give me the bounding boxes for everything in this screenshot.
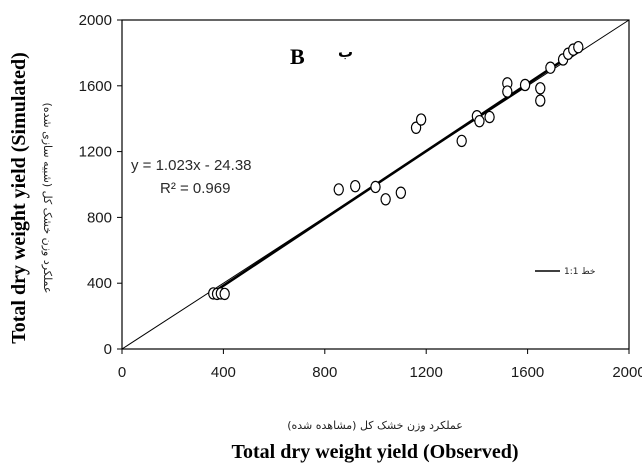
x-tick-label: 1200 bbox=[410, 364, 443, 381]
data-point bbox=[381, 194, 390, 205]
data-point bbox=[520, 79, 529, 90]
data-point bbox=[457, 135, 466, 146]
y-axis-ticks: 0 400 800 1200 1600 2000 bbox=[79, 12, 122, 358]
data-point bbox=[503, 86, 512, 97]
x-tick-label: 400 bbox=[211, 364, 236, 381]
y-axis-title: Total dry weight yield (Simulated) bbox=[8, 52, 30, 344]
panel-label-fa: ب bbox=[338, 43, 353, 61]
x-tick-label: 1600 bbox=[511, 364, 544, 381]
data-point bbox=[334, 184, 343, 195]
x-axis-title: Total dry weight yield (Observed) bbox=[231, 441, 518, 463]
data-point bbox=[574, 42, 583, 53]
y-tick-label: 800 bbox=[87, 209, 112, 226]
x-tick-label: 800 bbox=[312, 364, 337, 381]
y-tick-label: 0 bbox=[104, 341, 112, 358]
panel-label: B bbox=[290, 44, 305, 69]
data-point bbox=[371, 181, 380, 192]
x-tick-label: 2000 bbox=[612, 364, 642, 381]
data-point bbox=[536, 95, 545, 106]
x-axis-ticks: 0 400 800 1200 1600 2000 bbox=[118, 349, 642, 381]
legend-label: خط 1:1 bbox=[564, 267, 595, 277]
data-point bbox=[475, 116, 484, 127]
data-point bbox=[396, 187, 405, 198]
data-point bbox=[536, 83, 545, 94]
data-point bbox=[546, 62, 555, 73]
x-axis-title-fa: عملکرد وزن خشک کل (مشاهده شده) bbox=[287, 419, 463, 432]
y-tick-label: 400 bbox=[87, 275, 112, 292]
y-axis-title-fa: عملکرد وزن خشک کل (شبیه سازی شده) bbox=[41, 103, 54, 294]
data-point bbox=[485, 111, 494, 122]
regression-r2: R² = 0.969 bbox=[160, 180, 230, 197]
x-tick-label: 0 bbox=[118, 364, 126, 381]
y-tick-label: 1600 bbox=[79, 78, 112, 95]
y-tick-label: 2000 bbox=[79, 12, 112, 29]
data-point bbox=[417, 114, 426, 125]
data-point bbox=[220, 288, 229, 299]
regression-equation: y = 1.023x - 24.38 bbox=[131, 157, 252, 174]
data-point bbox=[351, 181, 360, 192]
y-tick-label: 1200 bbox=[79, 144, 112, 161]
